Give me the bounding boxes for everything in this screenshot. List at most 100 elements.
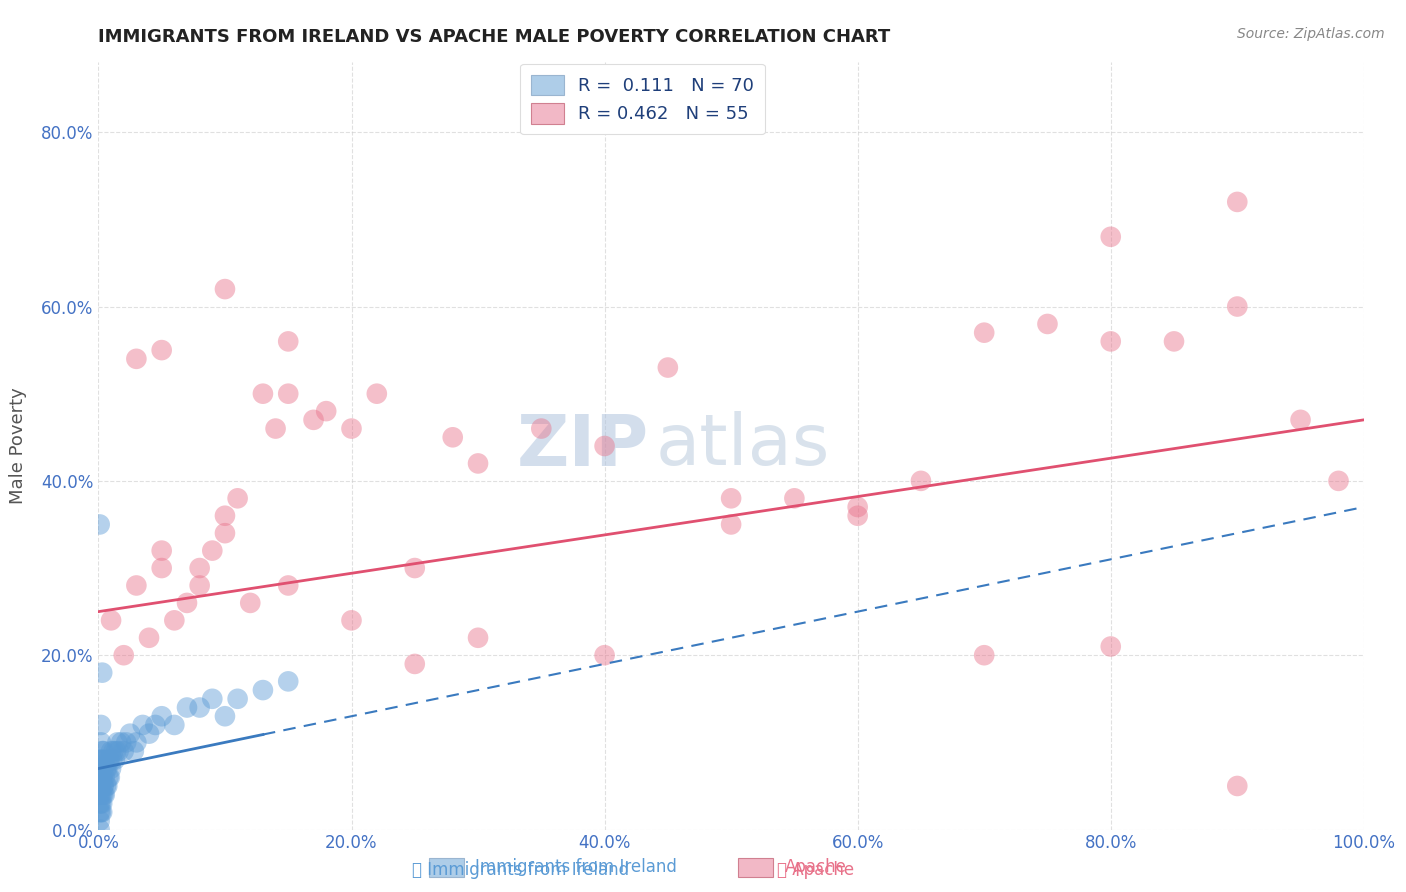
Point: [93, 762, 115, 776]
Point: [90, 797, 112, 811]
Point: [214, 526, 236, 541]
Point: [132, 718, 155, 732]
Point: [90, 805, 112, 819]
Point: [846, 508, 869, 523]
Point: [96, 762, 118, 776]
Point: [89, 788, 111, 802]
Point: [115, 735, 138, 749]
Text: Apache: Apache: [785, 858, 846, 877]
Point: [89, 762, 111, 776]
Point: [188, 578, 211, 592]
Point: [176, 700, 198, 714]
Point: [1289, 413, 1312, 427]
Text: ⬜ Immigrants from Ireland: ⬜ Immigrants from Ireland: [412, 861, 628, 879]
Point: [720, 517, 742, 532]
Point: [112, 744, 135, 758]
Point: [110, 735, 132, 749]
Text: ⬜ Apache: ⬜ Apache: [778, 861, 853, 879]
Point: [910, 474, 932, 488]
Point: [89, 779, 111, 793]
Point: [90, 779, 112, 793]
Point: [467, 457, 489, 471]
Point: [1099, 229, 1122, 244]
Text: Immigrants from Ireland: Immigrants from Ireland: [475, 858, 678, 877]
Point: [214, 508, 236, 523]
Point: [277, 334, 299, 349]
Point: [93, 770, 117, 784]
Point: [846, 500, 869, 514]
Point: [163, 718, 186, 732]
Point: [91, 753, 114, 767]
Point: [90, 770, 112, 784]
Point: [150, 543, 173, 558]
Point: [93, 744, 115, 758]
Point: [89, 517, 111, 532]
Point: [467, 631, 489, 645]
Point: [101, 753, 124, 767]
Point: [89, 822, 111, 837]
Point: [103, 744, 125, 758]
Point: [720, 491, 742, 506]
Bar: [429, 858, 464, 878]
Point: [89, 779, 111, 793]
Point: [89, 805, 111, 819]
Point: [1226, 779, 1249, 793]
Point: [91, 770, 114, 784]
Text: IMMIGRANTS FROM IRELAND VS APACHE MALE POVERTY CORRELATION CHART: IMMIGRANTS FROM IRELAND VS APACHE MALE P…: [98, 28, 890, 45]
Point: [973, 326, 995, 340]
Point: [1327, 474, 1350, 488]
Point: [302, 413, 325, 427]
Point: [277, 674, 299, 689]
Point: [1226, 300, 1249, 314]
Point: [89, 753, 111, 767]
Point: [593, 439, 616, 453]
Point: [252, 683, 274, 698]
Point: [1036, 317, 1059, 331]
Point: [97, 770, 120, 784]
Point: [98, 753, 121, 767]
Point: [201, 691, 224, 706]
Point: [104, 753, 127, 767]
Point: [340, 613, 363, 627]
Point: [122, 744, 145, 758]
Point: [252, 386, 274, 401]
Point: [91, 797, 114, 811]
Point: [404, 657, 426, 671]
Point: [1226, 194, 1249, 209]
Point: [107, 744, 129, 758]
Point: [239, 596, 262, 610]
Point: [93, 779, 115, 793]
Point: [163, 613, 186, 627]
Text: Source: ZipAtlas.com: Source: ZipAtlas.com: [1237, 27, 1385, 41]
Point: [90, 788, 112, 802]
Point: [214, 282, 236, 296]
Point: [107, 735, 129, 749]
Point: [441, 430, 464, 444]
Legend: R =  0.111   N = 70, R = 0.462   N = 55: R = 0.111 N = 70, R = 0.462 N = 55: [520, 64, 765, 135]
Point: [89, 797, 111, 811]
Point: [91, 665, 114, 680]
Point: [340, 421, 363, 435]
Point: [138, 631, 160, 645]
Point: [91, 805, 114, 819]
Point: [657, 360, 679, 375]
Point: [973, 648, 995, 663]
Point: [315, 404, 337, 418]
Point: [105, 744, 128, 758]
Point: [530, 421, 553, 435]
Point: [90, 718, 112, 732]
Point: [150, 709, 173, 723]
Point: [264, 421, 287, 435]
Point: [100, 613, 122, 627]
Point: [150, 561, 173, 575]
Point: [90, 770, 112, 784]
Point: [93, 788, 117, 802]
Point: [188, 561, 211, 575]
Point: [1099, 334, 1122, 349]
Point: [138, 726, 160, 740]
Text: ZIP: ZIP: [516, 411, 648, 481]
Point: [145, 718, 166, 732]
Point: [93, 779, 115, 793]
Point: [125, 735, 148, 749]
Point: [783, 491, 806, 506]
